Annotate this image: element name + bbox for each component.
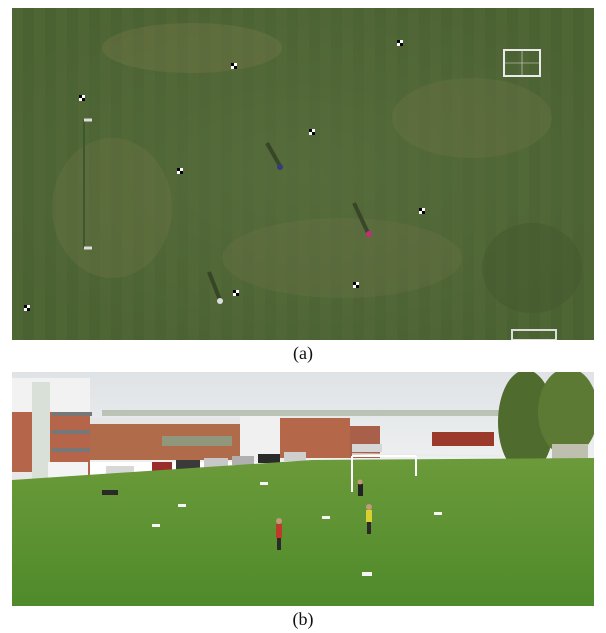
caption-b: (b) xyxy=(292,609,314,629)
ground-targets xyxy=(152,482,442,576)
people-aerial xyxy=(207,142,372,304)
trees-right xyxy=(498,372,594,474)
goal-frame xyxy=(351,455,417,492)
people-ground xyxy=(102,479,372,550)
parked-cars xyxy=(12,444,382,482)
goal-bottom-right xyxy=(511,329,557,340)
ground-field-photo xyxy=(12,372,594,606)
caption-a: (a) xyxy=(293,343,313,363)
aerial-field-photo xyxy=(12,8,594,340)
goal-top-right xyxy=(503,49,541,77)
building-center xyxy=(90,416,380,460)
ground-targets xyxy=(24,40,425,311)
barn xyxy=(432,432,494,446)
